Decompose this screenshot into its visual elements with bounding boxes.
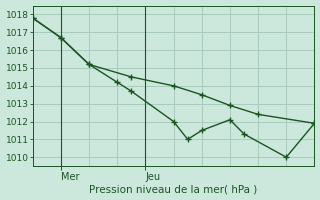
X-axis label: Pression niveau de la mer( hPa ): Pression niveau de la mer( hPa ) bbox=[90, 184, 258, 194]
